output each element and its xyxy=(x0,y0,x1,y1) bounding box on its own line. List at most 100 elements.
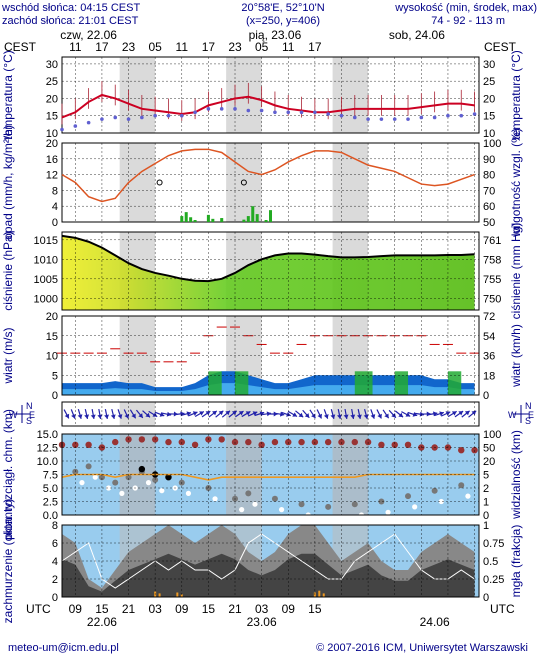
dew-point-marker xyxy=(193,110,197,114)
y-tick-label-left: 1005 xyxy=(34,274,58,286)
bottom-hour-label: 09 xyxy=(282,602,296,616)
dew-point-marker xyxy=(273,110,277,114)
y-tick-label-right: 50 xyxy=(483,217,495,229)
y-tick-label-left: 25 xyxy=(46,76,58,88)
dew-point-marker xyxy=(87,121,91,125)
axis-label-left: opad (mm/h, kg/m²/h) xyxy=(1,125,15,240)
y-tick-label-left: 12 xyxy=(46,170,58,182)
axis-label-right: temperatura (°C) xyxy=(509,50,523,140)
y-tick-label-right: 100 xyxy=(483,429,501,441)
bottom-hour-label: 15 xyxy=(95,602,109,616)
dew-point-marker xyxy=(74,124,78,128)
fog-marker xyxy=(412,504,417,509)
y-tick-label-right: 0 xyxy=(483,592,489,604)
fog-marker xyxy=(146,480,151,485)
night-band xyxy=(120,57,155,133)
y-tick-label-left: 30 xyxy=(46,59,58,71)
cloud-base-marker xyxy=(432,488,438,494)
night-band xyxy=(333,143,368,222)
y-tick-label-left: 20 xyxy=(46,138,58,150)
y-tick-label-right: 18 xyxy=(483,370,495,382)
axis-label-right: widzialność (km) xyxy=(509,430,523,520)
y-tick-label-left: 1010 xyxy=(34,254,58,266)
bottom-hour-label: 03 xyxy=(148,602,162,616)
y-tick-label-left: 10 xyxy=(46,351,58,363)
y-tick-label-left: 6 xyxy=(52,538,58,550)
y-tick-label-right: 90 xyxy=(483,154,495,166)
elevation-values: 74 - 92 - 113 m xyxy=(431,15,505,27)
wind-gust-block xyxy=(235,371,248,395)
y-tick-label-left: 20 xyxy=(46,311,58,323)
cloud-base-marker xyxy=(299,501,305,507)
top-hour-label: 23 xyxy=(122,40,136,54)
y-tick-label-left: 15 xyxy=(46,111,58,123)
top-hour-label: 11 xyxy=(69,40,82,54)
dew-point-marker xyxy=(167,114,171,118)
bottom-hour-label: 15 xyxy=(202,602,216,616)
top-hour-label: 11 xyxy=(282,40,295,54)
fog-marker xyxy=(239,507,244,512)
bottom-hour-label: 09 xyxy=(175,602,189,616)
bottom-date-label: 22.06 xyxy=(87,615,117,629)
y-tick-label-left: 8 xyxy=(52,185,58,197)
y-tick-label-right: 36 xyxy=(483,351,495,363)
bottom-hour-label: 21 xyxy=(228,602,242,616)
top-hour-label: 11 xyxy=(176,40,189,54)
fog-marker xyxy=(79,480,84,485)
night-band xyxy=(120,143,155,222)
fog-marker xyxy=(279,507,284,512)
precip-bar xyxy=(194,220,197,222)
cloud-base-marker xyxy=(245,490,251,496)
bottom-hour-label: 21 xyxy=(122,602,136,616)
y-tick-label-left: 5.0 xyxy=(43,483,58,495)
fog-bar xyxy=(176,593,178,598)
y-tick-label-right: 72 xyxy=(483,311,495,323)
fog-marker xyxy=(465,494,470,499)
cloud-base-marker xyxy=(458,482,464,488)
sunset-text: zachód słońca: 21:01 CEST xyxy=(2,15,139,27)
cloud-top-marker xyxy=(165,439,171,445)
axis-label-left: zachmurzenie (oktanty) xyxy=(1,499,15,624)
axis-label-right: mgła (frakcja) xyxy=(509,525,523,598)
dew-point-marker xyxy=(446,114,450,118)
top-hour-label: 17 xyxy=(95,40,109,54)
dew-point-marker xyxy=(300,110,304,114)
precip-bar xyxy=(180,216,183,222)
y-tick-label-left: 7.5 xyxy=(43,470,58,482)
fog-marker xyxy=(159,488,164,493)
cloud-top-marker xyxy=(458,447,464,453)
y-tick-label-right: 5 xyxy=(483,470,489,482)
cloud-top-marker xyxy=(245,439,251,445)
dew-point-marker xyxy=(60,128,64,132)
fog-bar xyxy=(159,593,161,597)
y-tick-label-left: 15 xyxy=(46,331,58,343)
precip-bar xyxy=(247,216,250,222)
dew-point-marker xyxy=(313,110,317,114)
grid-text: (x=250, y=406) xyxy=(246,15,320,27)
dew-point-marker xyxy=(260,109,264,113)
fog-bar xyxy=(323,593,325,597)
dew-point-marker xyxy=(113,116,117,120)
footer-contact[interactable]: meteo-um@icm.edu.pl xyxy=(8,642,119,654)
elevation-label: wysokość (min, środek, max) xyxy=(394,2,537,14)
top-hour-label: 05 xyxy=(255,40,269,54)
y-tick-label-left: 2 xyxy=(52,574,58,586)
y-tick-label-left: 5 xyxy=(52,370,58,382)
cloud-top-marker xyxy=(219,436,225,442)
y-tick-label-right: 70 xyxy=(483,185,495,197)
y-tick-label-left: 16 xyxy=(46,154,58,166)
footer-copyright: © 2007-2016 ICM, Uniwersytet Warszawski xyxy=(316,642,528,654)
dew-point-marker xyxy=(420,116,424,120)
cloud-top-marker xyxy=(352,439,358,445)
cloud-base-marker xyxy=(352,501,358,507)
y-tick-label-right: 0.75 xyxy=(483,538,504,550)
compass-letter: W xyxy=(508,410,517,420)
bottom-hour-label: 15 xyxy=(308,602,322,616)
dew-point-marker xyxy=(380,117,384,121)
